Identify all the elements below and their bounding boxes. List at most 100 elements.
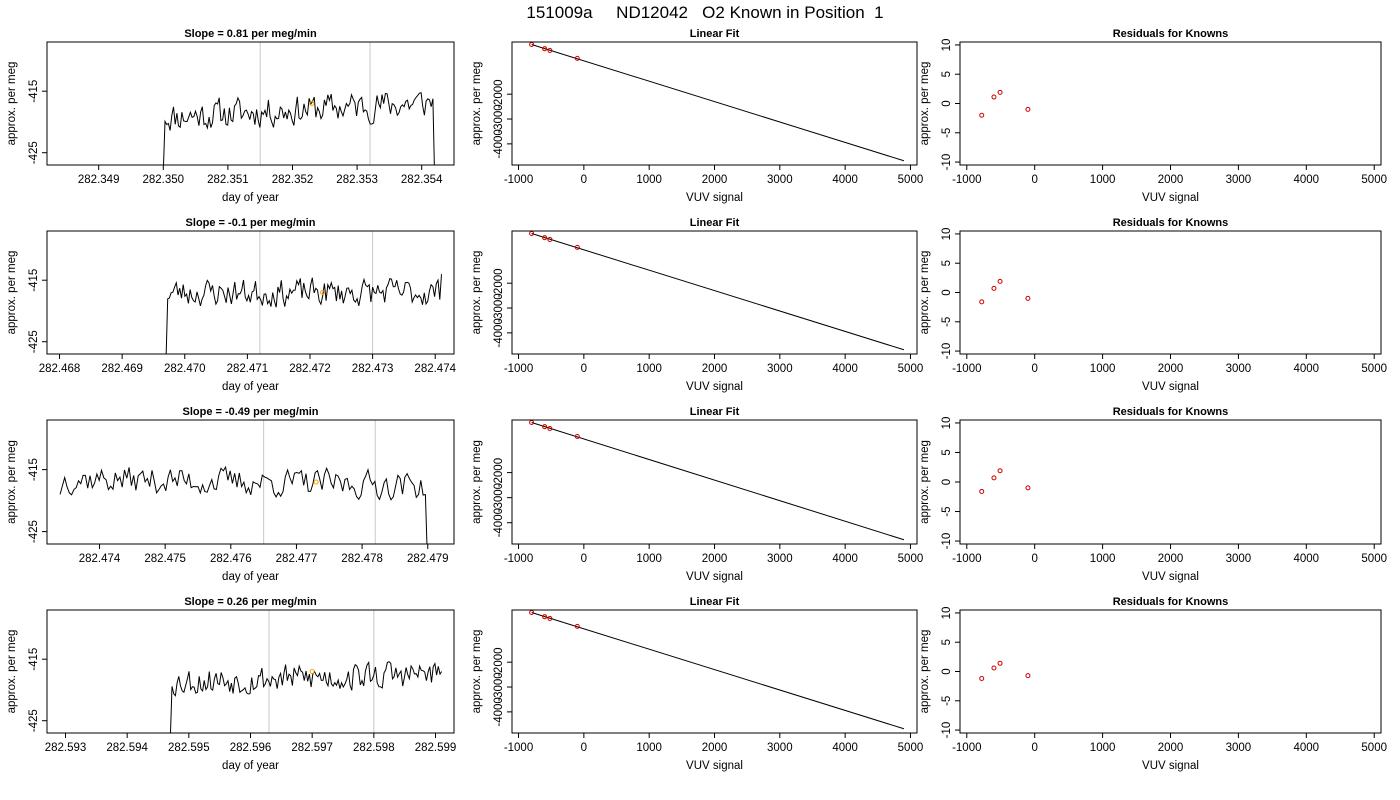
- x-tick-label: 2000: [1158, 174, 1184, 186]
- x-tick-label: 282.352: [272, 174, 314, 186]
- panel-residuals-row3: Residuals for Knowns VUV signal approx. pe…: [919, 406, 1387, 583]
- plot-frame: [959, 230, 1382, 355]
- plot-area: [59, 420, 428, 544]
- panel-title: Residuals for Knowns: [1113, 217, 1229, 229]
- x-tick-label: -1000: [504, 742, 533, 754]
- plot-area: [979, 89, 1031, 118]
- panel-title: Residuals for Knowns: [1113, 596, 1229, 608]
- x-tick-label: -1000: [952, 742, 981, 754]
- y-axis-label: approx. per meg: [471, 440, 483, 524]
- y-tick-label: -10: [941, 533, 953, 550]
- y-axis-label: approx. per meg: [471, 630, 483, 714]
- x-tick-label: 3000: [767, 553, 793, 565]
- x-axis-label: VUV signal: [1142, 760, 1199, 772]
- x-tick-label: 5000: [1361, 174, 1387, 186]
- y-tick-label: 10: [941, 417, 953, 430]
- data-point: [1025, 106, 1031, 112]
- y-tick-label: -3000: [493, 293, 505, 322]
- x-tick-label: 282.349: [78, 174, 120, 186]
- x-tick-label: 282.595: [168, 742, 210, 754]
- x-tick-label: 0: [581, 742, 587, 754]
- data-point: [542, 614, 548, 620]
- highlight-point: [309, 101, 315, 106]
- x-tick-label: 3000: [1226, 363, 1252, 375]
- x-tick-label: 2000: [1158, 553, 1184, 565]
- y-tick-label: 10: [941, 228, 953, 241]
- x-tick-label: 4000: [1294, 174, 1320, 186]
- x-tick-label: 282.594: [106, 742, 148, 754]
- y-tick-label: 10: [941, 39, 953, 52]
- figure-title: 151009a ND12042 O2 Known in Position 1: [526, 3, 883, 22]
- panel-residuals-row4: Residuals for Knowns VUV signal approx. pe…: [919, 596, 1387, 772]
- x-tick-label: 3000: [1226, 553, 1252, 565]
- x-tick-label: 2000: [1158, 363, 1184, 375]
- plot-area: [529, 420, 905, 541]
- data-point: [991, 475, 997, 481]
- y-tick-label: 5: [941, 449, 953, 455]
- plot-area: [979, 468, 1031, 494]
- x-axis-label: VUV signal: [686, 760, 743, 772]
- data-point: [991, 285, 997, 291]
- y-tick-label: -4000: [493, 129, 505, 158]
- panel-title: Residuals for Knowns: [1113, 28, 1229, 40]
- panel-title: Linear Fit: [690, 28, 740, 40]
- x-tick-label: 1000: [1090, 174, 1116, 186]
- y-tick-label: -3000: [493, 104, 505, 133]
- fit-line: [531, 422, 905, 541]
- plot-area: [163, 42, 435, 165]
- x-tick-label: 282.472: [289, 363, 331, 375]
- fit-line: [531, 233, 905, 351]
- plot-frame: [959, 41, 1382, 166]
- series-line: [163, 92, 435, 165]
- x-tick-label: 0: [1031, 363, 1037, 375]
- x-tick-label: 2000: [702, 553, 728, 565]
- plot-frame: [46, 230, 455, 355]
- panel-time-series-row2: Slope = -0.1 per meg/min day of year appro…: [6, 217, 457, 393]
- x-tick-label: 282.478: [341, 553, 383, 565]
- x-tick-label: 0: [1031, 742, 1037, 754]
- x-axis-label: day of year: [222, 760, 279, 772]
- x-tick-label: 282.353: [336, 174, 378, 186]
- y-tick-label: -5: [941, 696, 953, 706]
- panel-time-series-row4: Slope = 0.26 per meg/min day of year appro…: [6, 596, 456, 772]
- plot-frame: [511, 230, 918, 355]
- x-tick-label: 282.477: [276, 553, 318, 565]
- y-axis-label: approx. per meg: [471, 62, 483, 146]
- highlight-point: [313, 479, 319, 485]
- y-tick-label: -4000: [493, 697, 505, 726]
- data-point: [547, 426, 553, 432]
- x-tick-label: 5000: [1361, 742, 1387, 754]
- data-point: [991, 665, 997, 671]
- y-tick-label: -5: [941, 506, 953, 516]
- data-point: [991, 94, 997, 100]
- x-tick-label: 2000: [1158, 742, 1184, 754]
- plot-area: [169, 610, 443, 733]
- x-tick-label: 4000: [832, 363, 858, 375]
- x-tick-label: 282.469: [101, 363, 143, 375]
- data-point: [997, 278, 1003, 284]
- x-tick-label: 5000: [1361, 553, 1387, 565]
- y-tick-label: 5: [941, 71, 953, 77]
- x-tick-label: 282.476: [210, 553, 252, 565]
- x-tick-label: 282.474: [79, 553, 121, 565]
- data-point: [542, 235, 548, 241]
- x-tick-label: 282.354: [401, 174, 443, 186]
- x-tick-label: 1000: [636, 363, 662, 375]
- x-tick-label: 3000: [767, 363, 793, 375]
- y-tick-label: -4000: [493, 508, 505, 537]
- x-tick-label: 1000: [1090, 553, 1116, 565]
- x-axis-label: VUV signal: [686, 571, 743, 583]
- x-tick-label: 282.479: [407, 553, 449, 565]
- plot-area: [165, 231, 442, 354]
- panel-title: Linear Fit: [690, 596, 740, 608]
- y-axis-label: approx. per meg: [471, 251, 483, 335]
- panel-residuals-row1: Residuals for Knowns VUV signal approx. pe…: [919, 28, 1387, 204]
- plot-frame: [511, 609, 918, 734]
- x-tick-label: 2000: [702, 742, 728, 754]
- panel-linear-fit-row2: Linear Fit VUV signal approx. per meg -1000…: [471, 217, 923, 393]
- x-tick-label: 282.471: [227, 363, 269, 375]
- x-tick-label: 5000: [898, 742, 924, 754]
- y-tick-label: 5: [941, 260, 953, 266]
- x-tick-label: 282.599: [415, 742, 457, 754]
- plot-area: [529, 42, 905, 162]
